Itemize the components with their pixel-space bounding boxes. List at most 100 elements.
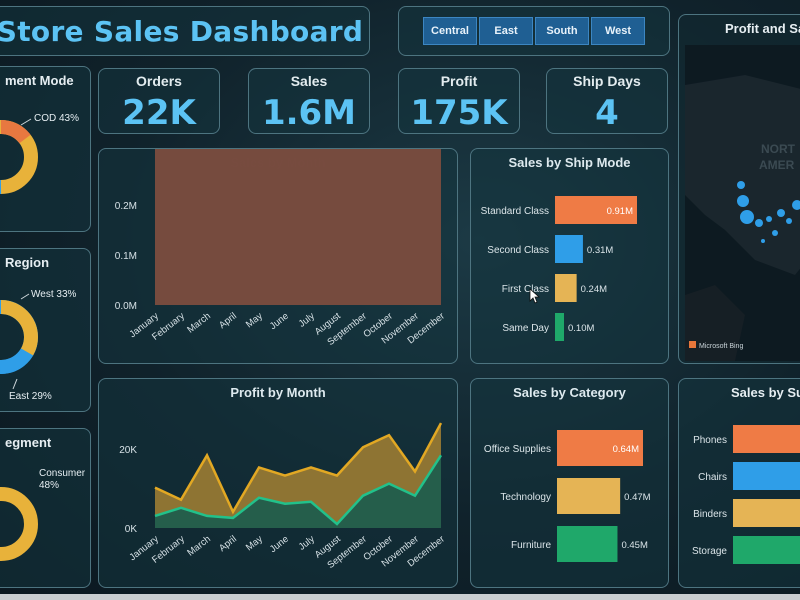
- leader-line: [20, 293, 30, 300]
- series-line-0: [154, 422, 443, 515]
- payment-mode-title: ment Mode: [5, 73, 74, 88]
- kpi-value: 1.6M: [261, 93, 357, 133]
- bar: [555, 235, 583, 263]
- kpi-card-profit: Profit 175K: [398, 68, 520, 134]
- bar: [555, 196, 637, 224]
- bar: [555, 274, 577, 302]
- payment-donut: COD 43%: [0, 113, 79, 194]
- bar-value-label: 0.47M: [624, 492, 650, 503]
- bar-value-label: 0.91M: [607, 206, 633, 217]
- map-title: Profit and Sa: [725, 21, 800, 36]
- chart-title: Sales by Category: [513, 385, 626, 400]
- leader-line: [12, 378, 18, 390]
- region-button-central[interactable]: Central: [423, 17, 477, 45]
- x-tick-label: April: [217, 311, 239, 331]
- sales-by-subcategory-panel: Sales by Su Phones Chairs Binders Storage: [678, 378, 800, 588]
- segment-panel: egment Consumer 48%: [0, 428, 91, 588]
- series-area-1: [155, 455, 441, 528]
- donut-slice-east: [0, 348, 34, 375]
- map-bubble: [786, 218, 792, 224]
- kpi-label: Ship Days: [573, 73, 641, 89]
- donut-slice-cod: [0, 120, 31, 144]
- map-bubble: [737, 195, 749, 207]
- series-area-1: [155, 149, 441, 305]
- sales-by-category-chart: Office Supplies 0.64M Technology 0.47M Furni…: [484, 430, 651, 562]
- y-tick-label: 0K: [125, 524, 138, 535]
- kpi-value: 22K: [122, 93, 196, 133]
- sales-by-category-panel: Sales by Category Office Supplies 0.64M Te…: [470, 378, 669, 588]
- region-button-south[interactable]: South: [535, 17, 589, 45]
- segment-title: egment: [5, 435, 52, 450]
- bar-category-label: First Class: [502, 284, 549, 295]
- bar-category-label: Technology: [500, 492, 551, 503]
- region-label-west: West 33%: [31, 289, 76, 300]
- x-tick-label: March: [185, 311, 213, 336]
- x-tick-label: May: [244, 311, 265, 331]
- bar-category-label: Office Supplies: [484, 444, 551, 455]
- land-mass: [685, 285, 745, 361]
- map-bubble: [777, 209, 785, 217]
- chart-title: Sales by Su: [731, 385, 800, 400]
- donut-slice-west: [0, 300, 38, 356]
- segment-label-consumer-pct: 48%: [39, 480, 59, 491]
- x-tick-label: March: [185, 534, 213, 559]
- kpi-value: 4: [595, 93, 619, 133]
- bar: [733, 499, 800, 527]
- map-bubble: [755, 219, 763, 227]
- bottom-strip: [0, 594, 800, 600]
- map-bubble: [761, 239, 765, 243]
- bar-category-label: Binders: [693, 509, 727, 520]
- kpi-label: Profit: [440, 73, 478, 89]
- bar: [557, 526, 618, 562]
- map-canvas[interactable]: NORT AMER Microsoft Bing: [685, 45, 800, 361]
- leader-line: [20, 118, 32, 126]
- bing-logo-icon: [689, 341, 696, 348]
- bar-category-label: Same Day: [502, 323, 549, 334]
- dashboard-title: Store Sales Dashboard: [0, 15, 364, 48]
- bar-category-label: Storage: [692, 546, 727, 557]
- mouse-cursor-icon: [529, 288, 541, 304]
- y-tick-label: 0.0M: [115, 301, 137, 312]
- bar-value-label: 0.10M: [568, 323, 594, 334]
- kpi-card-ship-days: Ship Days 4: [546, 68, 668, 134]
- segment-label-consumer: Consumer: [39, 468, 86, 479]
- region-button-west[interactable]: West: [591, 17, 645, 45]
- bar-category-label: Second Class: [487, 245, 549, 256]
- region-button-east[interactable]: East: [479, 17, 533, 45]
- x-tick-label: April: [217, 534, 239, 554]
- kpi-value: 175K: [410, 93, 508, 133]
- chart-title: Sales by Ship Mode: [508, 155, 631, 170]
- map-bubble: [740, 210, 754, 224]
- dashboard-title-panel: Store Sales Dashboard: [0, 6, 370, 56]
- bar: [555, 313, 565, 341]
- donut-ring: [0, 487, 38, 561]
- map-bubbles: [737, 181, 800, 243]
- payment-label-cod: COD 43%: [34, 113, 79, 124]
- sales-by-subcategory-chart: Phones Chairs Binders Storage: [692, 425, 800, 564]
- region-label-east: East 29%: [9, 391, 52, 402]
- x-tick-label: June: [268, 534, 291, 555]
- donut-slice-other: [0, 179, 2, 194]
- payment-mode-panel: ment Mode COD 43%: [0, 66, 91, 232]
- y-tick-label: 0.1M: [115, 251, 137, 262]
- bar: [733, 425, 800, 453]
- bar-value-label: 0.24M: [581, 284, 607, 295]
- profit-by-month-panel: Profit by Month 0K 20K January February Marc…: [98, 378, 458, 588]
- bar-category-label: Phones: [693, 435, 727, 446]
- x-tick-label: May: [244, 534, 265, 554]
- bar: [733, 462, 800, 490]
- bar-category-label: Chairs: [698, 472, 727, 483]
- map-bubble: [772, 230, 778, 236]
- segment-donut: Consumer 48%: [0, 468, 86, 561]
- region-slicer: Central East South West: [398, 6, 670, 56]
- bar: [733, 536, 800, 564]
- sales-by-ship-mode-panel: Sales by Ship Mode Standard Class 0.91M Se…: [470, 148, 669, 364]
- bar-value-label: 0.45M: [621, 540, 647, 551]
- bar: [557, 430, 643, 466]
- y-tick-label: 20K: [119, 445, 137, 456]
- map-bubble: [737, 181, 745, 189]
- y-tick-label: 0.2M: [115, 201, 137, 212]
- map-panel: Profit and Sa NORT AMER Microso: [678, 14, 800, 364]
- map-bubble: [792, 200, 800, 210]
